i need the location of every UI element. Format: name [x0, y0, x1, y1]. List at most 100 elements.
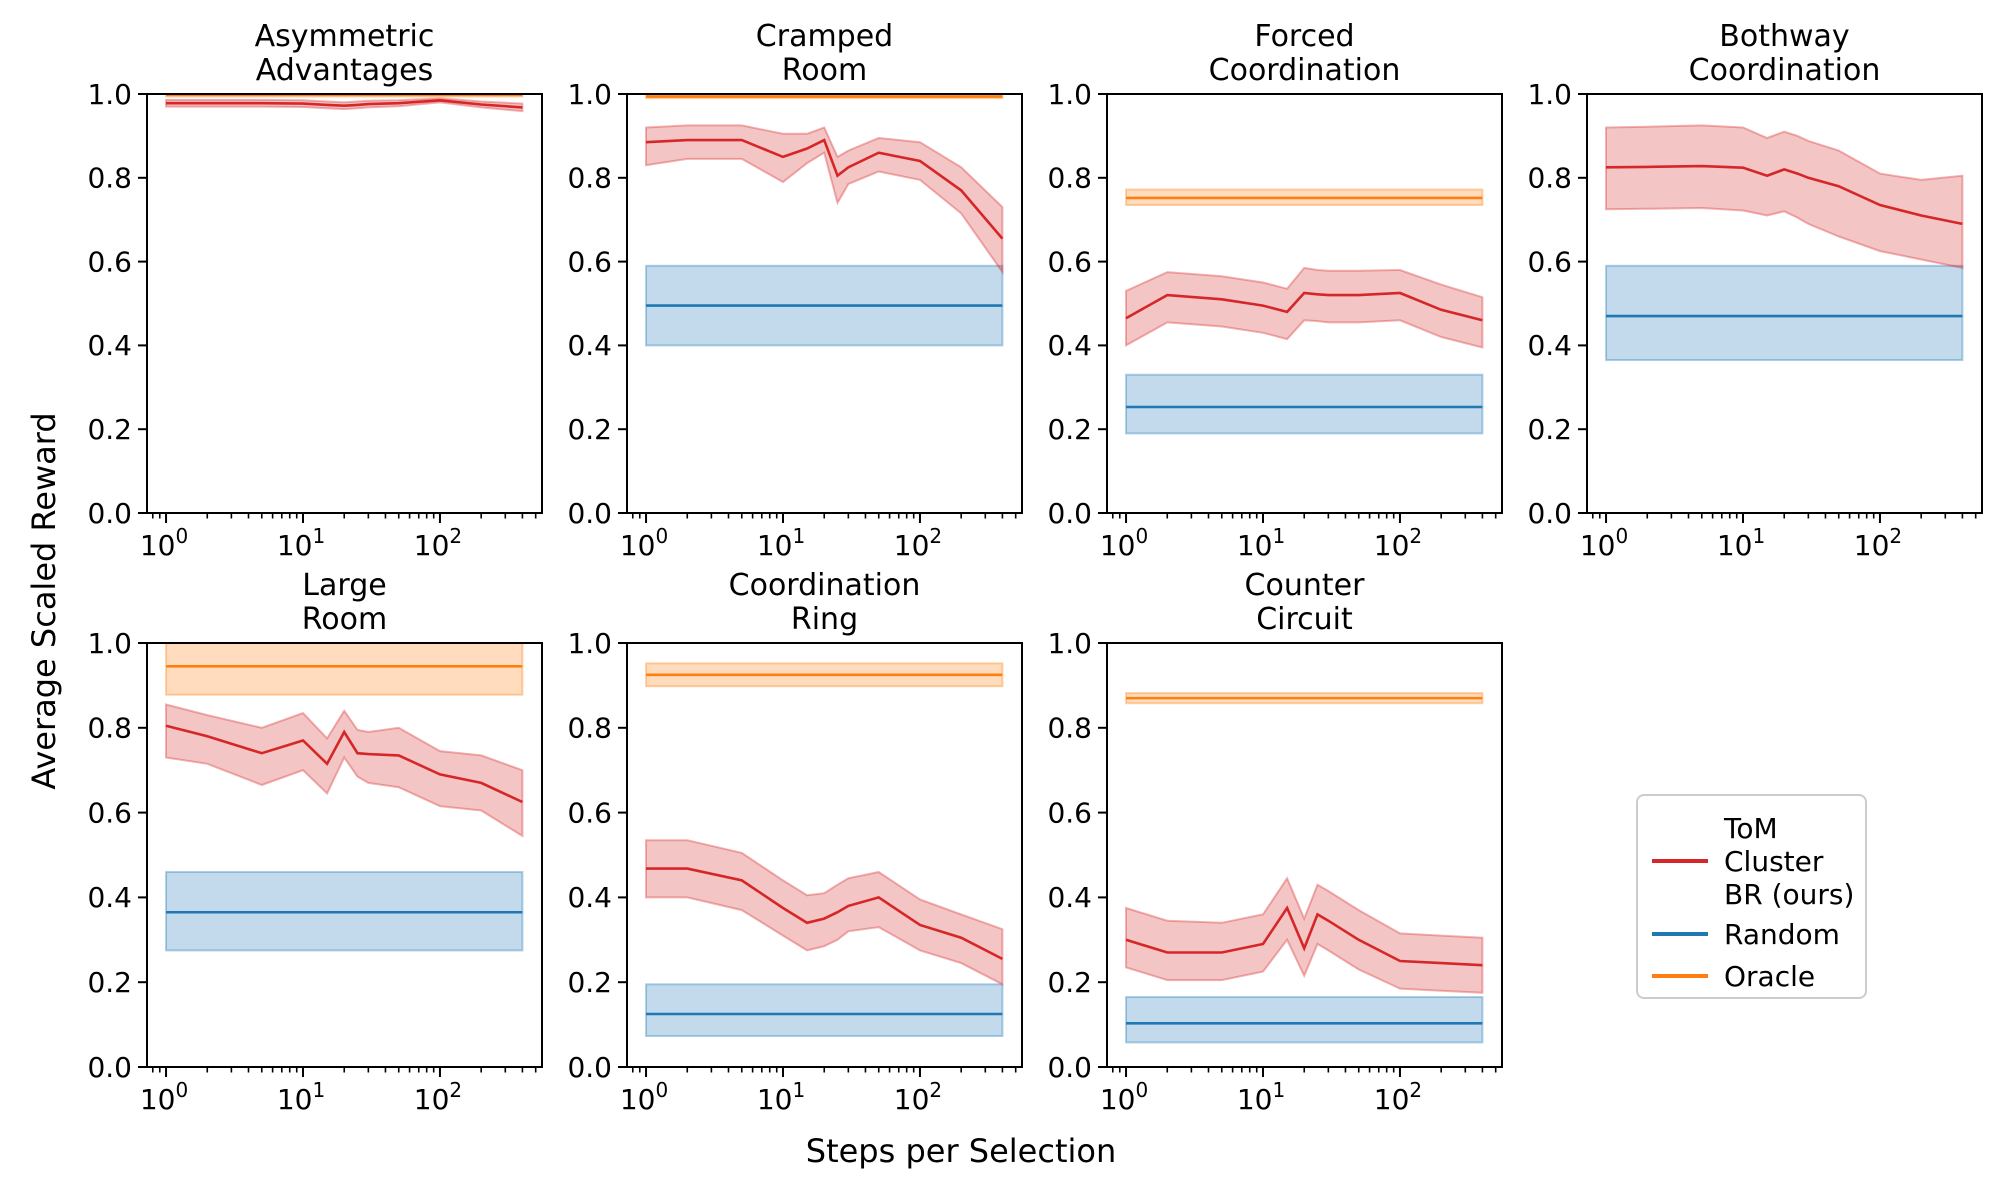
x-tick-label: 100 — [1100, 524, 1148, 562]
random-band — [645, 983, 1004, 1038]
x-tick-label: 101 — [757, 524, 805, 562]
y-tick-label: 0.8 — [1527, 162, 1572, 195]
x-tick-label: 102 — [894, 1078, 942, 1116]
y-tick-label: 0.6 — [1047, 796, 1092, 829]
tom-cluster-br-band — [165, 703, 524, 838]
y-tick-label: 0.4 — [87, 881, 132, 914]
y-tick-label: 0.6 — [1527, 245, 1572, 278]
panel-title-counter-circuit: Counter Circuit — [1244, 568, 1365, 637]
legend-label-random: Random — [1724, 918, 1840, 951]
tom-cluster-br-line — [646, 867, 1003, 961]
y-tick-label: 0.0 — [567, 1051, 612, 1084]
y-tick-label: 0.4 — [567, 881, 612, 914]
tom-cluster-br-line — [1605, 164, 1963, 226]
panel-bothway-coordination: 0.0 0.2 0.4 0.6 0.8 1.0 100 101 102 — [1527, 78, 1983, 562]
y-tick-label: 0.2 — [87, 966, 132, 999]
tom-cluster-br-line — [1125, 291, 1483, 322]
y-tick-label: 1.0 — [1527, 78, 1572, 111]
x-tick-label: 101 — [757, 1078, 805, 1116]
y-tick-label: 1.0 — [87, 78, 132, 111]
oracle-band — [165, 642, 524, 696]
y-tick-label: 0.2 — [567, 966, 612, 999]
tom-cluster-br-line — [1125, 905, 1483, 967]
random-band — [1125, 996, 1484, 1044]
x-tick-label: 102 — [1854, 524, 1902, 562]
x-tick-label: 101 — [277, 524, 325, 562]
panel-title-cramped-room: Cramped Room — [755, 19, 894, 88]
x-tick-label: 102 — [1374, 1078, 1422, 1116]
legend-line-oracle — [1652, 974, 1708, 978]
tom-cluster-br-line — [645, 138, 1004, 240]
y-tick-label: 0.8 — [567, 162, 612, 195]
panel-title-asymmetric-advantages: Asymmetric Advantages — [254, 19, 435, 88]
panel-coordination-ring: 0.0 0.2 0.4 0.6 0.8 1.0 100 101 102 — [567, 627, 1023, 1116]
y-tick-label: 0.4 — [1047, 881, 1092, 914]
panel-counter-circuit: 0.0 0.2 0.4 0.6 0.8 1.0 100 101 102 — [1047, 627, 1503, 1116]
x-tick-label: 102 — [894, 524, 942, 562]
y-tick-label: 0.8 — [87, 712, 132, 745]
y-tick-label: 0.6 — [567, 245, 612, 278]
random-band — [1125, 373, 1484, 435]
y-tick-label: 0.6 — [87, 796, 132, 829]
panel-title-coordination-ring: Coordination Ring — [728, 568, 921, 637]
y-tick-label: 0.4 — [1047, 329, 1092, 362]
panel-large-room: 0.0 0.2 0.4 0.6 0.8 1.0 100 101 102 — [87, 627, 543, 1116]
x-tick-label: 100 — [620, 1078, 668, 1116]
legend-line-random — [1652, 932, 1708, 936]
tom-cluster-br-band — [1125, 876, 1484, 994]
legend-label-oracle: Oracle — [1724, 960, 1816, 993]
y-tick-label: 0.6 — [87, 245, 132, 278]
random-band — [1605, 264, 1964, 362]
y-tick-label: 1.0 — [87, 627, 132, 660]
y-tick-label: 0.0 — [87, 497, 132, 530]
y-tick-label: 0.0 — [1527, 497, 1572, 530]
legend-box: ToM Cluster BR (ours) Random Oracle — [1636, 794, 1867, 999]
tom-cluster-br-band — [1125, 266, 1484, 349]
x-tick-label: 101 — [1237, 1078, 1285, 1116]
axes-frame — [146, 93, 543, 514]
y-tick-label: 1.0 — [1047, 627, 1092, 660]
x-tick-label: 100 — [1580, 524, 1628, 562]
x-tick-label: 101 — [277, 1078, 325, 1116]
x-tick-label: 102 — [1374, 524, 1422, 562]
y-tick-label: 0.4 — [1527, 329, 1572, 362]
y-tick-label: 0.4 — [567, 329, 612, 362]
legend-line-tom-cluster-br — [1652, 859, 1708, 863]
y-tick-label: 0.0 — [87, 1051, 132, 1084]
legend-label-tom-cluster-br: ToM Cluster BR (ours) — [1724, 812, 1855, 911]
y-tick-label: 0.2 — [1047, 966, 1092, 999]
panel-title-bothway-coordination: Bothway Coordination — [1688, 19, 1881, 88]
y-tick-label: 0.8 — [1047, 162, 1092, 195]
x-tick-label: 101 — [1237, 524, 1285, 562]
panel-forced-coordination: 0.0 0.2 0.4 0.6 0.8 1.0 100 101 102 — [1047, 78, 1503, 562]
y-tick-label: 1.0 — [1047, 78, 1092, 111]
x-tick-label: 100 — [620, 524, 668, 562]
tom-cluster-br-band — [645, 839, 1004, 986]
y-tick-label: 0.2 — [87, 413, 132, 446]
y-tick-label: 0.0 — [567, 497, 612, 530]
panel-asymmetric-advantages: 0.0 0.2 0.4 0.6 0.8 1.0 100 101 102 — [87, 78, 543, 562]
y-tick-label: 0.2 — [1527, 413, 1572, 446]
tom-cluster-br-line — [165, 724, 523, 804]
axes-frame — [146, 642, 543, 1068]
y-tick-label: 0.8 — [1047, 712, 1092, 745]
tom-cluster-br-band — [645, 124, 1004, 276]
y-tick-label: 0.4 — [87, 329, 132, 362]
x-tick-label: 102 — [414, 524, 462, 562]
y-tick-label: 0.6 — [567, 796, 612, 829]
tom-cluster-br-line — [166, 98, 523, 109]
x-tick-label: 100 — [1100, 1078, 1148, 1116]
y-tick-label: 0.2 — [567, 413, 612, 446]
panel-title-forced-coordination: Forced Coordination — [1208, 19, 1401, 88]
x-tick-label: 100 — [140, 1078, 188, 1116]
panel-title-large-room: Large Room — [301, 568, 388, 637]
y-tick-label: 0.0 — [1047, 1051, 1092, 1084]
y-tick-label: 0.2 — [1047, 413, 1092, 446]
y-tick-label: 0.0 — [1047, 497, 1092, 530]
x-tick-label: 101 — [1717, 524, 1765, 562]
tom-cluster-br-band — [1605, 124, 1964, 270]
y-tick-label: 1.0 — [567, 78, 612, 111]
y-axis-label: Average Scaled Reward — [25, 412, 63, 790]
